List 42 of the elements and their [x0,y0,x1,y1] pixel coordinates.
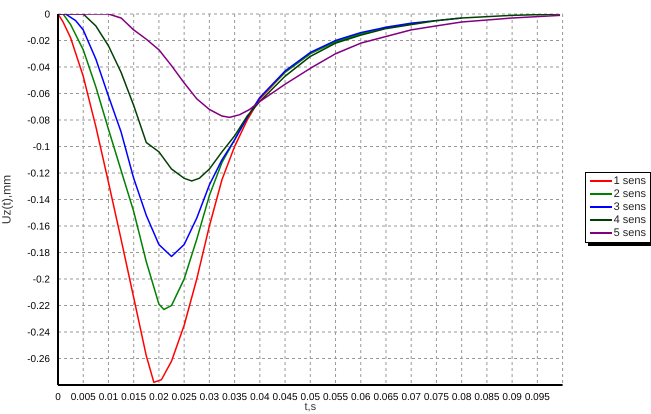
x-tick-label: 0.02 [149,392,170,404]
legend-label: 5 sens [614,227,646,239]
y-tick-label: -0.12 [27,168,50,180]
y-tick-label: -0.26 [27,354,50,366]
x-tick-label: 0.08 [452,392,472,404]
y-tick-label: 0 [44,10,50,21]
y-tick-label: -0.16 [27,222,50,233]
y-tick-label: -0.18 [27,248,50,260]
legend-label: 4 sens [614,214,646,226]
x-tick-label: 0.09 [502,392,522,404]
x-tick-label: 0.05 [300,392,320,404]
y-tick-label: -0.14 [27,195,50,206]
x-tick-label: 0.06 [351,392,371,404]
y-tick-label: -0.08 [27,116,50,127]
x-tick-label: 0 [55,392,62,404]
y-tick-label: -0.24 [27,328,50,339]
line-series [58,14,561,118]
x-tick-label: 0.04 [250,392,270,404]
x-tick-label: 0.025 [172,392,198,404]
x-tick-label: 0.055 [323,392,348,404]
x-tick-label: 0.01 [98,392,119,404]
y-tick-label: -0.2 [32,274,50,286]
legend-label: 2 sens [614,188,646,200]
y-tick-label: -0.04 [27,62,50,74]
x-tick-label: 0.03 [200,392,220,404]
y-tick-label: -0.02 [27,36,50,48]
x-tick-label: 0.065 [373,392,399,404]
x-tick-label: 0.075 [424,392,450,404]
x-tick-label: 0.035 [222,392,248,404]
x-tick-label: 0.005 [70,392,96,404]
x-axis-title: t,s [304,401,317,413]
x-tick-label: 0.085 [474,392,500,404]
x-tick-label: 0.045 [272,392,298,404]
y-tick-label: -0.22 [27,301,50,312]
legend-label: 3 sens [614,201,646,213]
y-tick-label: -0.1 [32,142,50,154]
legend-label: 1 sens [614,175,646,187]
x-tick-label: 0.07 [401,392,422,404]
x-tick-label: 0.095 [524,392,550,404]
y-tick-label: -0.06 [27,89,50,100]
x-tick-label: 0.015 [121,392,147,404]
y-axis-title: Uz(t),mm [0,174,14,224]
